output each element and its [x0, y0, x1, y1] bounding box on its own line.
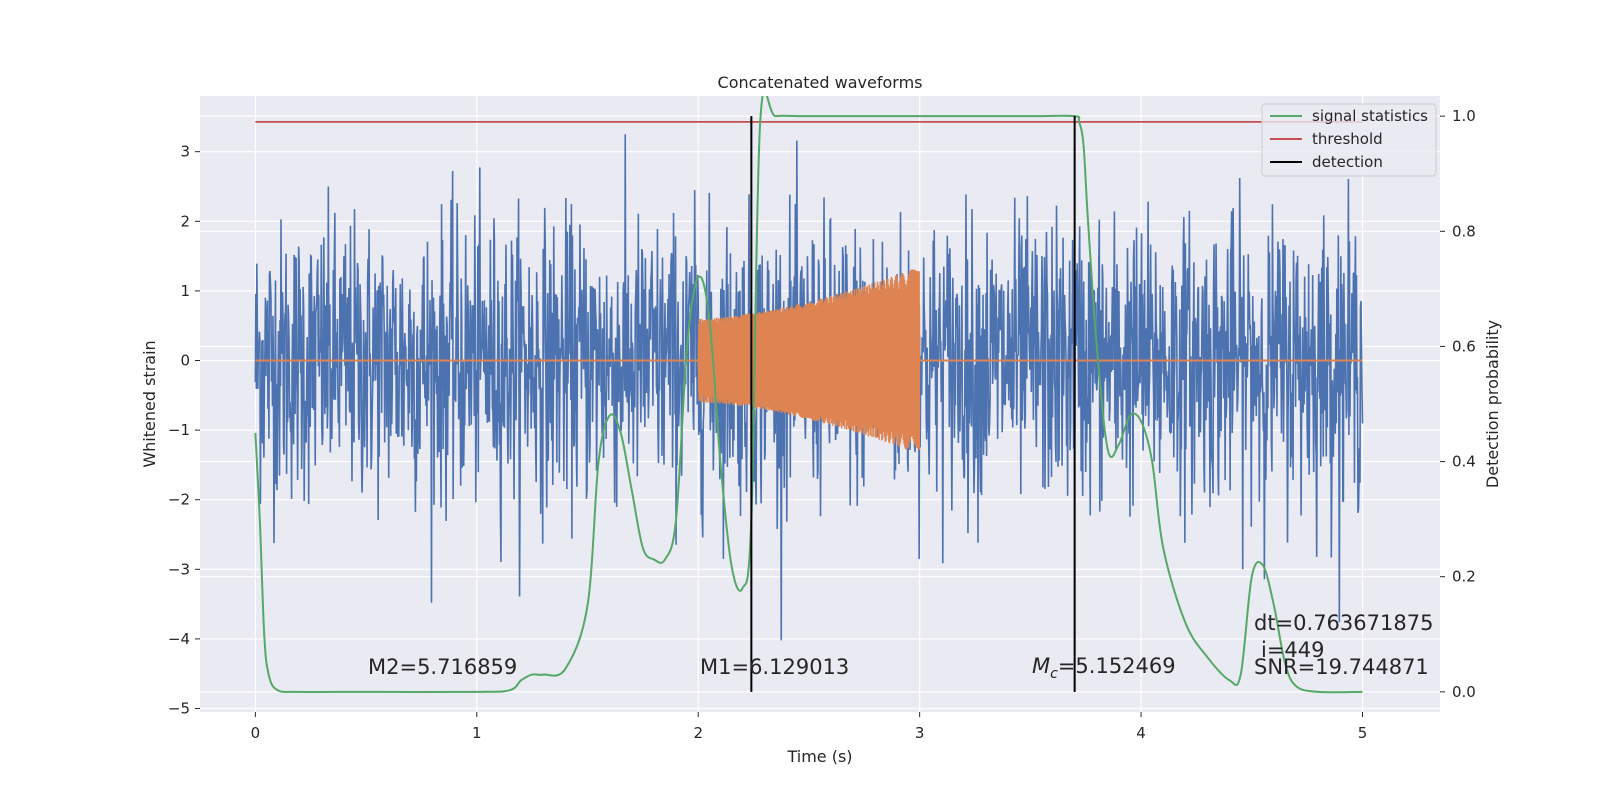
legend-label-threshold: threshold [1312, 130, 1383, 148]
axes: 0 1 2 3 4 5 −5 −4 −3 −2 −1 0 1 2 3 0.0 0.2 0.4 0.6 0.8 1.0 [168, 107, 1476, 742]
x-tick-label: 4 [1136, 724, 1146, 742]
y-right-tick-label: 1.0 [1452, 107, 1476, 125]
y-tick-label: −1 [168, 421, 190, 439]
legend: signal statistics threshold detection [1261, 103, 1437, 177]
y-tick-label: 0 [180, 351, 190, 369]
annotation-snr: SNR=19.744871 [1254, 655, 1429, 679]
series-injection [697, 269, 921, 450]
x-tick-label: 5 [1358, 724, 1368, 742]
annotation-mc-sub: c [1050, 666, 1058, 682]
x-axis-label: Time (s) [786, 747, 852, 766]
legend-label-signal-statistics: signal statistics [1312, 107, 1428, 125]
y-right-tick-label: 0.8 [1452, 222, 1476, 240]
legend-label-detection: detection [1312, 153, 1383, 171]
y-right-tick-label: 0.4 [1452, 453, 1476, 471]
annotation-m2: M2=5.716859 [368, 655, 517, 679]
y-right-tick-label: 0.0 [1452, 683, 1476, 701]
y-tick-label: 1 [180, 282, 190, 300]
annotation-mc-value: =5.152469 [1058, 654, 1176, 678]
legend-box [1261, 103, 1437, 177]
y-tick-label: −5 [168, 700, 190, 718]
x-tick-label: 0 [251, 724, 261, 742]
series-signal-statistics [254, 96, 1363, 694]
y-axis-label: Whitened strain [140, 340, 159, 467]
annotation-i: i=449 [1261, 638, 1325, 662]
y-right-tick-label: 0.6 [1452, 337, 1476, 355]
data-layer [254, 96, 1364, 694]
annotation-mc-symbol: M [1032, 654, 1050, 678]
y-tick-label: −2 [168, 491, 190, 509]
x-tick-label: 2 [693, 724, 703, 742]
annotation-dt: dt=0.763671875 [1254, 611, 1433, 635]
y-right-tick-label: 0.2 [1452, 568, 1476, 586]
y-tick-label: −4 [168, 630, 190, 648]
x-tick-label: 1 [472, 724, 482, 742]
y-tick-label: 2 [180, 212, 190, 230]
annotation-m1: M1=6.129013 [700, 655, 849, 679]
chart-title: Concatenated waveforms [718, 73, 923, 92]
y-tick-label: 3 [180, 143, 190, 161]
y-axis-right-label: Detection probability [1483, 320, 1502, 488]
y-tick-label: −3 [168, 560, 190, 578]
x-tick-label: 3 [915, 724, 925, 742]
annotation-mc: Mc=5.152469 [1032, 654, 1176, 682]
